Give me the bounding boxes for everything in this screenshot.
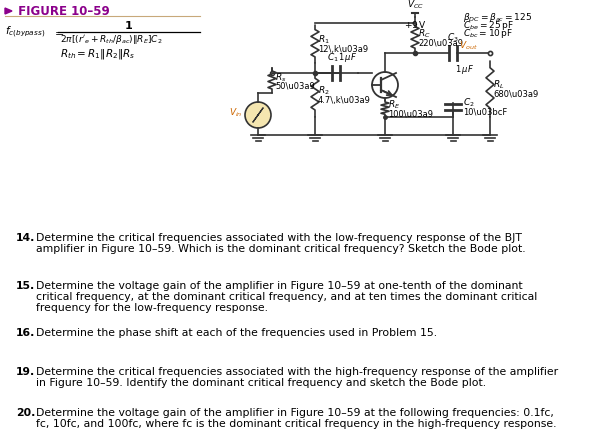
Text: Determine the voltage gain of the amplifier in Figure 10–59 at the following fre: Determine the voltage gain of the amplif… bbox=[36, 408, 554, 418]
Text: Determine the critical frequencies associated with the low-frequency response of: Determine the critical frequencies assoc… bbox=[36, 233, 522, 243]
Text: Determine the phase shift at each of the frequencies used in Problem 15.: Determine the phase shift at each of the… bbox=[36, 328, 437, 338]
Text: frequency for the low-frequency response.: frequency for the low-frequency response… bbox=[36, 303, 268, 313]
Text: 19.: 19. bbox=[16, 367, 35, 377]
Text: critical frequency, at the dominant critical frequency, and at ten times the dom: critical frequency, at the dominant crit… bbox=[36, 292, 537, 302]
Text: $\mathbf{1}$: $\mathbf{1}$ bbox=[125, 19, 134, 31]
Text: $C_2$: $C_2$ bbox=[463, 97, 475, 109]
Text: 4.7\,k\u03a9: 4.7\,k\u03a9 bbox=[318, 96, 371, 105]
Text: $R_s$: $R_s$ bbox=[275, 71, 287, 84]
Text: Determine the critical frequencies associated with the high-frequency response o: Determine the critical frequencies assoc… bbox=[36, 367, 558, 377]
Text: 15.: 15. bbox=[16, 281, 35, 291]
Text: $V_{in}$: $V_{in}$ bbox=[229, 107, 243, 119]
Circle shape bbox=[245, 102, 271, 128]
Text: $1\,\mu F$: $1\,\mu F$ bbox=[338, 51, 357, 64]
Text: $f_{c(bypass)}$: $f_{c(bypass)}$ bbox=[5, 24, 45, 40]
Text: $V_{out}$: $V_{out}$ bbox=[459, 39, 478, 52]
Text: in Figure 10–59. Identify the dominant critical frequency and sketch the Bode pl: in Figure 10–59. Identify the dominant c… bbox=[36, 378, 486, 388]
Text: 10\u03bcF: 10\u03bcF bbox=[463, 108, 507, 117]
Text: $+9\,\mathrm{V}$: $+9\,\mathrm{V}$ bbox=[404, 19, 426, 30]
Text: $1\,\mu F$: $1\,\mu F$ bbox=[455, 63, 474, 76]
Text: $R_1$: $R_1$ bbox=[318, 34, 330, 46]
Text: $\beta_{DC}=\beta_{ac}=125$: $\beta_{DC}=\beta_{ac}=125$ bbox=[463, 11, 532, 24]
Text: 680\u03a9: 680\u03a9 bbox=[493, 89, 538, 98]
Text: $C_{bc}=10\,\mathrm{pF}$: $C_{bc}=10\,\mathrm{pF}$ bbox=[463, 27, 513, 40]
Text: 20.: 20. bbox=[16, 408, 35, 418]
Text: FIGURE 10–59: FIGURE 10–59 bbox=[14, 4, 110, 18]
Text: $C_{be}=25\,\mathrm{pF}$: $C_{be}=25\,\mathrm{pF}$ bbox=[463, 19, 513, 32]
Text: $R_{th} = R_1 \| R_2 \| R_s$: $R_{th} = R_1 \| R_2 \| R_s$ bbox=[60, 47, 135, 61]
Text: 50\u03a9: 50\u03a9 bbox=[275, 81, 315, 90]
Text: $C_3$: $C_3$ bbox=[447, 31, 458, 44]
Text: $R_L$: $R_L$ bbox=[493, 79, 504, 91]
Text: 14.: 14. bbox=[16, 233, 35, 243]
Text: fc, 10fc, and 100fc, where fc is the dominant critical frequency in the high-fre: fc, 10fc, and 100fc, where fc is the dom… bbox=[36, 419, 556, 429]
Text: $C_1$: $C_1$ bbox=[327, 51, 338, 64]
Text: 12\,k\u03a9: 12\,k\u03a9 bbox=[318, 44, 368, 54]
Text: $V_{CC}$: $V_{CC}$ bbox=[407, 0, 423, 11]
Text: $=$: $=$ bbox=[52, 27, 64, 37]
Text: $R_C$: $R_C$ bbox=[418, 28, 430, 40]
Text: 100\u03a9: 100\u03a9 bbox=[388, 109, 433, 118]
Text: 220\u03a9: 220\u03a9 bbox=[418, 39, 463, 47]
Text: $R_E$: $R_E$ bbox=[388, 98, 400, 111]
Polygon shape bbox=[5, 8, 12, 14]
Text: amplifier in Figure 10–59. Which is the dominant critical frequency? Sketch the : amplifier in Figure 10–59. Which is the … bbox=[36, 244, 525, 254]
Text: Determine the voltage gain of the amplifier in Figure 10–59 at one-tenth of the : Determine the voltage gain of the amplif… bbox=[36, 281, 522, 291]
Text: $R_2$: $R_2$ bbox=[318, 85, 330, 97]
Text: 16.: 16. bbox=[16, 328, 35, 338]
Text: $2\pi[(r'_e + R_{th}/\beta_{ac})\|R_E]C_2$: $2\pi[(r'_e + R_{th}/\beta_{ac})\|R_E]C_… bbox=[60, 32, 162, 46]
